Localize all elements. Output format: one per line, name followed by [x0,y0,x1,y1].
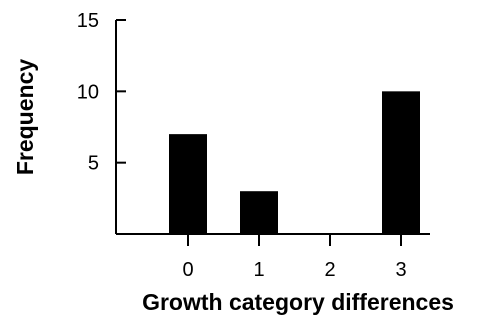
bar-3 [382,91,420,234]
bars-group [169,91,420,234]
x-axis-title: Growth category differences [142,289,454,315]
bar-0 [169,134,207,234]
x-tick-label: 2 [324,259,335,281]
y-tick-label: 15 [77,10,99,32]
bar-1 [240,191,278,234]
x-tick-label: 0 [182,259,193,281]
y-tick-label: 10 [77,81,99,103]
y-tick-label: 5 [88,153,99,175]
y-axis-title: Frequency [12,59,38,176]
x-tick-label: 1 [253,259,264,281]
x-axis-ticks: 0 1 2 3 [182,234,407,281]
y-axis-ticks: 5 10 15 [77,10,126,175]
x-tick-label: 3 [395,259,406,281]
